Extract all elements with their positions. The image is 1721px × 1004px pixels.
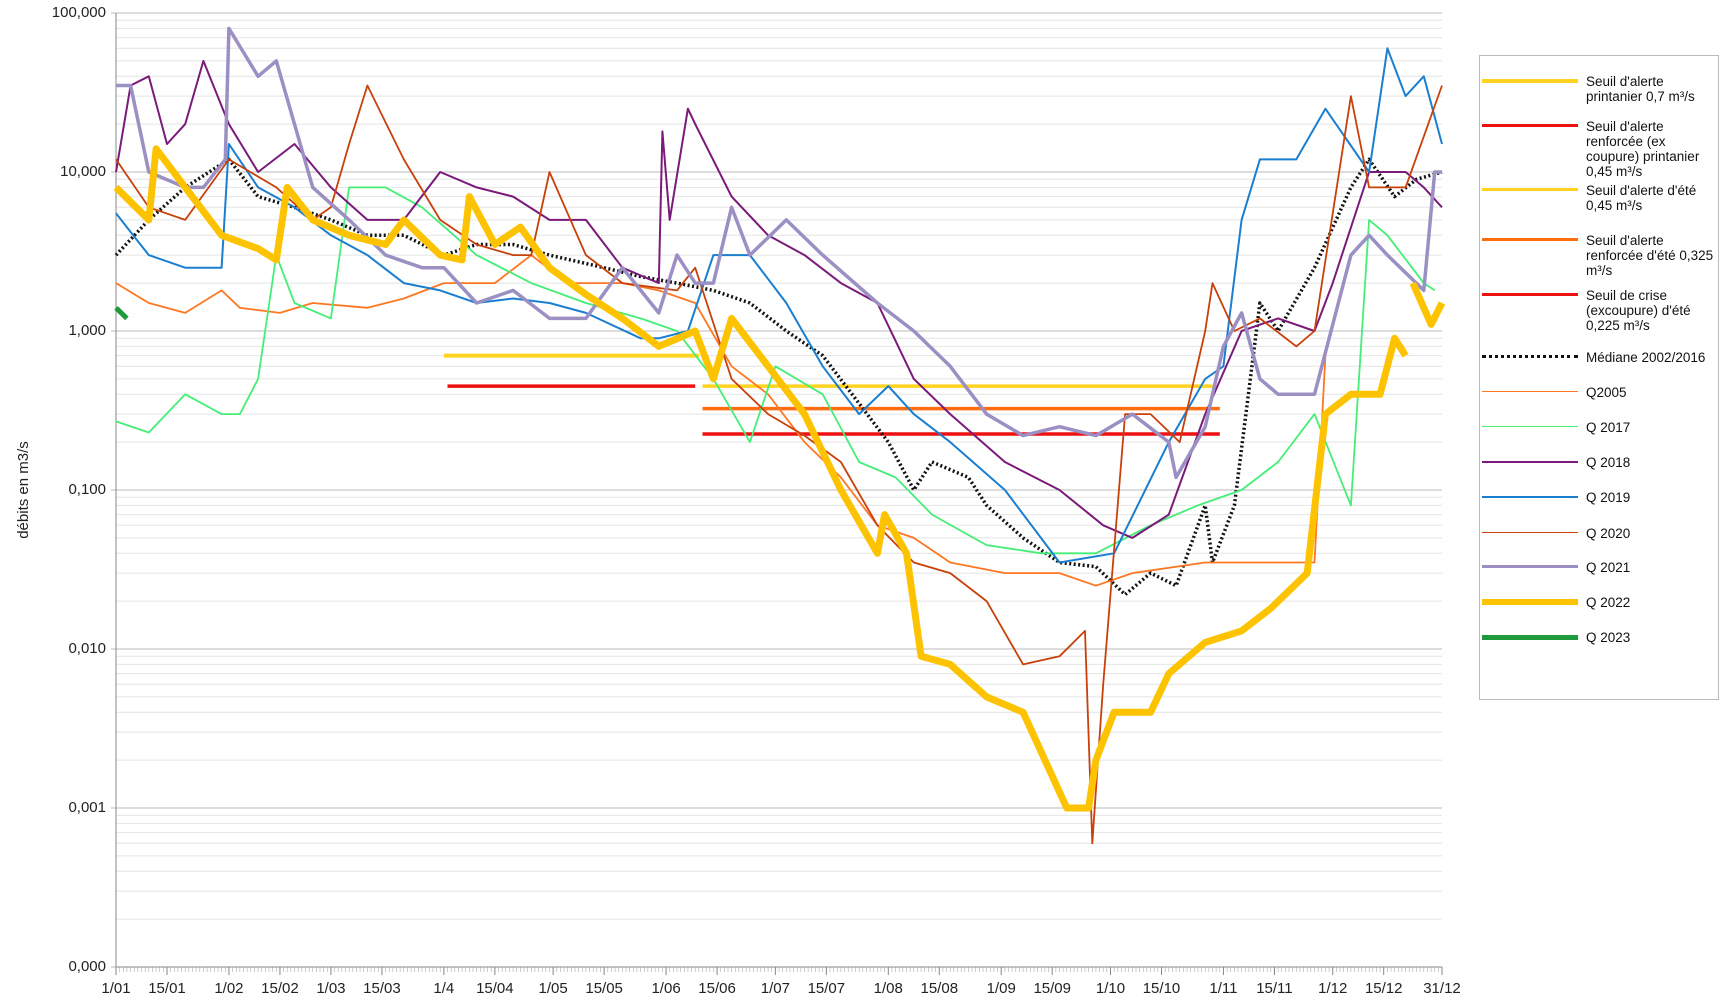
x-tick-label: 1/07 bbox=[761, 980, 790, 997]
series-line bbox=[113, 145, 1446, 812]
x-tick-label: 15/11 bbox=[1256, 980, 1292, 997]
legend-label: Q 2023 bbox=[1586, 630, 1631, 645]
x-tick-label: 15/06 bbox=[698, 980, 736, 997]
legend-label: Q2005 bbox=[1586, 385, 1627, 400]
legend-label: Q 2020 bbox=[1586, 526, 1631, 541]
x-tick-label: 1/09 bbox=[987, 980, 1016, 997]
legend-label: Seuil d'alerte d'été 0,45 m³/s bbox=[1586, 183, 1697, 213]
legend-swatch bbox=[1482, 565, 1578, 569]
x-tick-label: 15/10 bbox=[1143, 980, 1181, 997]
x-tick-label: 15/09 bbox=[1033, 980, 1071, 997]
series-line bbox=[115, 59, 1443, 539]
legend-swatch bbox=[1482, 391, 1578, 393]
series-line bbox=[115, 84, 1443, 845]
legend: Seuil d'alerte printanier 0,7 m³/s Seuil … bbox=[1479, 55, 1719, 700]
legend-swatch bbox=[1482, 496, 1578, 498]
y-tick-label: 0,010 bbox=[68, 640, 106, 657]
x-tick-label: 1/02 bbox=[214, 980, 243, 997]
legend-label: Q 2019 bbox=[1586, 490, 1631, 505]
legend-swatch bbox=[1482, 293, 1578, 297]
legend-label: Seuil d'alerte renforcée d'été 0,325 m³/… bbox=[1586, 233, 1714, 278]
legend-label: Q 2018 bbox=[1586, 455, 1631, 470]
x-tick-label: 15/03 bbox=[363, 980, 401, 997]
x-tick-label: 31/12 bbox=[1423, 980, 1461, 997]
legend-swatch bbox=[1482, 461, 1578, 463]
x-tick-label: 15/02 bbox=[261, 980, 299, 997]
x-tick-label: 15/04 bbox=[476, 980, 514, 997]
x-tick-label: 15/01 bbox=[148, 980, 186, 997]
x-tick-label: 15/05 bbox=[585, 980, 623, 997]
legend-swatch bbox=[1482, 188, 1578, 192]
x-tick-label: 1/10 bbox=[1096, 980, 1125, 997]
x-tick-label: 1/05 bbox=[539, 980, 568, 997]
series-line bbox=[114, 306, 129, 321]
y-tick-label: 100,000 bbox=[52, 4, 106, 21]
y-tick-label: 0,001 bbox=[68, 799, 106, 816]
legend-swatch bbox=[1482, 79, 1578, 83]
y-axis-label: débits en m3/s bbox=[15, 441, 32, 539]
legend-label: Q 2022 bbox=[1586, 595, 1631, 610]
x-tick-label: 1/4 bbox=[433, 980, 454, 997]
x-tick-label: 1/01 bbox=[101, 980, 130, 997]
legend-label: Seuil d'alerte renforcée (ex coupure) pr… bbox=[1586, 119, 1700, 179]
series-line bbox=[115, 47, 1443, 564]
legend-swatch bbox=[1482, 124, 1578, 128]
x-tick-label: 15/08 bbox=[921, 980, 959, 997]
y-tick-label: 10,000 bbox=[60, 163, 106, 180]
legend-swatch bbox=[1482, 355, 1578, 359]
x-tick-label: 1/11 bbox=[1209, 980, 1237, 997]
x-tick-label: 15/07 bbox=[808, 980, 846, 997]
legend-swatch bbox=[1482, 634, 1578, 640]
x-tick-label: 1/12 bbox=[1318, 980, 1347, 997]
legend-label: Q 2021 bbox=[1586, 560, 1631, 575]
legend-label: Q 2017 bbox=[1586, 420, 1631, 435]
y-tick-label: 0,000 bbox=[68, 958, 106, 975]
legend-swatch bbox=[1482, 426, 1578, 428]
legend-label: Seuil de crise (excoupure) d'été 0,225 m… bbox=[1586, 288, 1691, 333]
legend-swatch bbox=[1482, 599, 1578, 605]
legend-label: Médiane 2002/2016 bbox=[1586, 350, 1706, 365]
legend-swatch bbox=[1482, 532, 1578, 534]
y-tick-label: 1,000 bbox=[68, 322, 106, 339]
x-tick-label: 1/08 bbox=[874, 980, 903, 997]
x-tick-label: 15/12 bbox=[1365, 980, 1403, 997]
series-line bbox=[116, 26, 1442, 480]
y-tick-label: 0,100 bbox=[68, 481, 106, 498]
legend-label: Seuil d'alerte printanier 0,7 m³/s bbox=[1586, 74, 1695, 104]
series-line bbox=[115, 254, 1327, 587]
legend-swatch bbox=[1482, 238, 1578, 242]
x-tick-label: 1/06 bbox=[651, 980, 680, 997]
x-tick-label: 1/03 bbox=[316, 980, 345, 997]
